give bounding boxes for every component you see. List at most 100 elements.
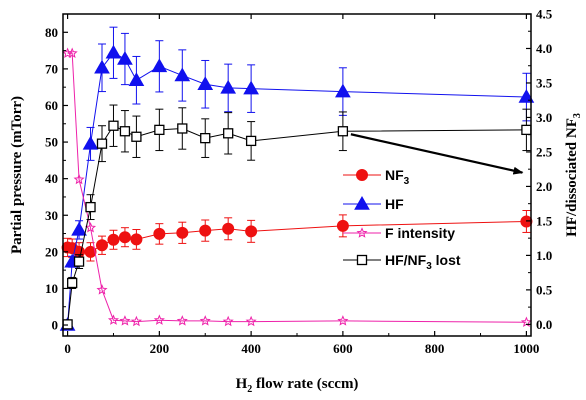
data-point (153, 314, 165, 325)
data-point (335, 83, 351, 98)
data-point (336, 219, 349, 232)
y-right-tick-label: 1.5 (536, 213, 553, 228)
y-left-tick-label: 10 (45, 281, 58, 296)
series-2 (62, 47, 532, 327)
data-point (245, 135, 257, 147)
y-left-tick-label: 80 (45, 25, 58, 40)
data-point (107, 314, 119, 325)
x-tick-label: 800 (425, 341, 445, 356)
data-point (96, 138, 108, 149)
data-point (82, 135, 99, 150)
y-axis-right-title: HF/dissociated NF3 (564, 113, 583, 237)
plot-frame (62, 13, 532, 337)
y-left-tick-label: 70 (45, 61, 58, 76)
data-point (174, 67, 191, 82)
data-point (337, 315, 349, 326)
data-point (176, 315, 188, 326)
data-point (85, 221, 97, 233)
data-point (153, 227, 166, 240)
x-tick-label: 0 (64, 341, 71, 356)
legend-item: NF3 (343, 167, 410, 187)
data-point (521, 124, 532, 136)
legend-marker (356, 227, 368, 238)
y-right-tick-label: 0.0 (536, 317, 552, 332)
data-point (199, 315, 211, 326)
data-point (197, 76, 214, 91)
data-point (66, 47, 78, 59)
series-3 (62, 104, 532, 330)
y-right-tick-label: 3.0 (536, 110, 552, 125)
data-point (94, 59, 110, 74)
y-right-tick-label: 1.0 (536, 248, 552, 263)
x-tick-label: 400 (241, 341, 261, 356)
x-tick-label: 600 (333, 341, 353, 356)
data-point (85, 201, 96, 213)
data-point (223, 128, 234, 139)
data-point (245, 225, 258, 238)
y-left-tick-label: 50 (45, 135, 58, 150)
data-point (200, 132, 211, 144)
legend-marker (354, 195, 370, 210)
data-point (222, 222, 235, 235)
y-left-tick-label: 20 (45, 244, 58, 259)
legend-label: HF/NF3 lost (385, 252, 461, 272)
data-point (154, 124, 165, 136)
series-0 (61, 209, 533, 262)
y-right-tick-label: 3.5 (536, 75, 553, 90)
legend-marker (356, 254, 368, 266)
data-point (337, 126, 349, 137)
x-tick-label: 1000 (513, 341, 539, 356)
data-point (105, 44, 122, 59)
legend-item: HF/NF3 lost (343, 252, 461, 272)
data-point (177, 123, 188, 134)
x-tick-label: 200 (150, 341, 170, 356)
data-point (131, 131, 142, 142)
data-point (518, 89, 535, 103)
data-point (117, 50, 133, 65)
data-point (96, 239, 108, 252)
data-point (62, 319, 73, 330)
y-left-tick-label: 60 (45, 98, 58, 113)
legend-marker (356, 169, 368, 181)
y-right-tick-label: 0.5 (536, 282, 553, 297)
data-point (67, 277, 78, 289)
series-1 (59, 26, 535, 331)
data-point (108, 120, 119, 131)
y-left-tick-label: 0 (52, 318, 59, 333)
data-point (73, 173, 85, 185)
data-point (199, 224, 212, 237)
data-point (107, 233, 120, 246)
data-point (73, 256, 85, 267)
y-right-tick-label: 4.5 (536, 7, 553, 22)
data-point (119, 126, 131, 137)
legend-item: HF (343, 195, 404, 212)
y-left-tick-label: 40 (45, 171, 58, 186)
legend: NF3 HF F intensity HF/NF3 lost (343, 167, 461, 272)
y-right-tick-label: 4.0 (536, 41, 552, 56)
x-axis-title: H2 flow rate (sccm) (236, 376, 359, 395)
legend-item: F intensity (343, 225, 455, 241)
legend-label: HF (385, 196, 404, 212)
data-point (130, 315, 142, 327)
data-point (243, 80, 259, 95)
data-point (220, 79, 237, 94)
y-right-tick-label: 2.0 (536, 179, 552, 194)
legend-label: NF3 (385, 167, 410, 187)
y-axis-left-title: Partial pressure (mTorr) (9, 96, 25, 254)
data-point (71, 221, 87, 236)
data-point (151, 58, 168, 73)
data-point (128, 72, 145, 86)
data-point (130, 233, 143, 246)
data-point (96, 284, 108, 295)
y-left-tick-label: 30 (45, 208, 58, 223)
data-point (118, 231, 131, 244)
series-line (67, 52, 527, 323)
y-right-tick-label: 2.5 (536, 144, 553, 159)
data-point (176, 226, 189, 239)
annotation-arrow (350, 133, 524, 175)
data-point (119, 315, 131, 326)
data-point (245, 315, 257, 327)
data-point (84, 245, 97, 258)
data-point (222, 315, 234, 327)
